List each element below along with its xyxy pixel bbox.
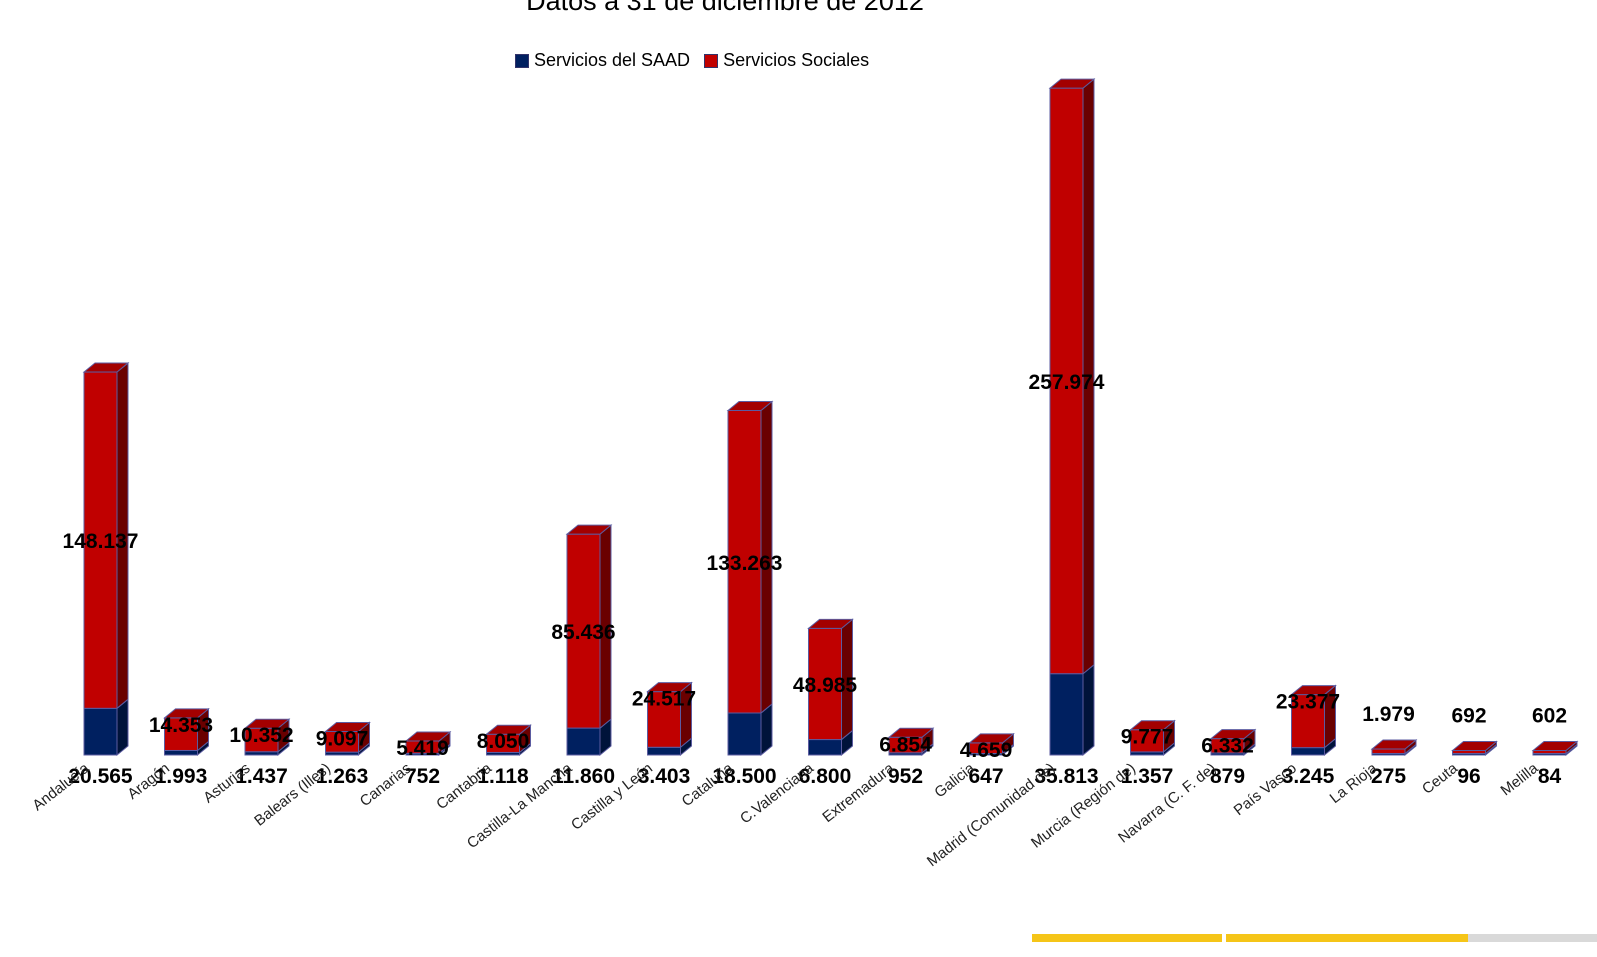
- data-label-servicios-sociales: 10.352: [229, 724, 293, 747]
- bar-top-servicios-sociales: [1209, 729, 1257, 740]
- data-label-saad: 1.993: [155, 765, 208, 788]
- data-label-servicios-sociales: 9.777: [1121, 726, 1174, 749]
- data-label-saad: 20.565: [68, 765, 133, 788]
- bar-servicios-sociales: [164, 717, 198, 751]
- bar-top-servicios-sociales: [404, 731, 452, 742]
- bar-servicios-sociales: [1371, 748, 1406, 755]
- data-label-saad: 879: [1210, 765, 1245, 788]
- data-label-saad: 647: [968, 765, 1003, 788]
- bar-top-servicios-sociales: [1290, 685, 1337, 696]
- data-label-saad: 96: [1457, 765, 1480, 788]
- x-tick-label: Ceuta: [1419, 759, 1462, 797]
- bar-side-saad: [1082, 663, 1095, 757]
- legend-item-servicios-sociales: Servicios Sociales: [704, 50, 869, 71]
- bar-top-servicios-sociales: [887, 727, 935, 738]
- data-label-servicios-sociales: 24.517: [632, 688, 696, 711]
- data-label-saad: 18.500: [712, 765, 776, 788]
- data-label-servicios-sociales: 48.985: [793, 674, 858, 697]
- bar-top-servicios-sociales: [324, 721, 371, 732]
- data-label-servicios-sociales: 692: [1451, 705, 1486, 728]
- data-label-saad: 3.245: [1282, 765, 1335, 788]
- bar-saad: [647, 746, 681, 756]
- data-label-servicios-sociales: 148.137: [63, 530, 139, 553]
- x-tick-label: Melilla: [1497, 759, 1541, 799]
- legend-item-saad: Servicios del SAAD: [515, 50, 690, 71]
- legend-label-saad: Servicios del SAAD: [534, 50, 691, 70]
- data-label-servicios-sociales: 6.854: [879, 733, 932, 756]
- bar-top-servicios-sociales: [485, 724, 532, 735]
- legend-swatch-servicios-sociales: [704, 53, 719, 68]
- data-label-servicios-sociales: 133.263: [707, 552, 783, 575]
- data-label-servicios-sociales: 602: [1532, 705, 1567, 728]
- legend-label-servicios-sociales: Servicios Sociales: [723, 50, 870, 70]
- data-label-saad: 1.263: [316, 765, 369, 788]
- bar-top-servicios-sociales: [1451, 741, 1498, 751]
- bar-top-servicios-sociales: [726, 400, 774, 411]
- bar-saad: [727, 712, 762, 756]
- data-label-servicios-sociales: 85.436: [551, 621, 615, 644]
- bar-top-servicios-sociales: [807, 618, 854, 629]
- bar-top-servicios-sociales: [243, 718, 291, 729]
- bar-saad: [1291, 747, 1325, 756]
- data-label-saad: 752: [405, 765, 440, 788]
- data-label-saad: 11.860: [552, 765, 615, 788]
- bar-servicios-sociales: [566, 533, 601, 729]
- bar-top-servicios-sociales: [1129, 720, 1176, 731]
- data-label-saad: 35.813: [1034, 765, 1098, 788]
- footer-grey-bar: [1468, 934, 1597, 942]
- bar-servicios-sociales: [1291, 694, 1325, 749]
- data-label-servicios-sociales: 4.659: [960, 739, 1013, 762]
- data-label-servicios-sociales: 1.979: [1362, 703, 1415, 726]
- footer-yellow-bar: [1226, 934, 1468, 942]
- data-label-saad: 1.118: [477, 765, 529, 788]
- bar-saad: [83, 707, 118, 756]
- bar-top-servicios-sociales: [1370, 739, 1418, 750]
- bar-top-servicios-sociales: [163, 708, 210, 719]
- bar-saad: [1049, 673, 1084, 756]
- bar-servicios-sociales: [727, 409, 762, 714]
- footer-yellow-bar: [1032, 934, 1222, 942]
- data-label-saad: 84: [1538, 765, 1562, 788]
- data-label-servicios-sociales: 6.332: [1201, 735, 1254, 758]
- data-label-saad: 275: [1371, 765, 1406, 788]
- data-label-servicios-sociales: 5.419: [396, 737, 449, 760]
- data-label-saad: 952: [888, 765, 923, 788]
- legend-swatch-saad: [515, 53, 529, 68]
- data-label-saad: 6.800: [799, 765, 852, 788]
- bar-top-servicios-sociales: [1531, 741, 1579, 751]
- bar-servicios-sociales: [647, 691, 681, 748]
- legend: Servicios del SAAD Servicios Sociales: [515, 50, 883, 71]
- bar-saad: [164, 749, 198, 756]
- bar-top-servicios-sociales: [1048, 78, 1096, 89]
- chart-title: Datos a 31 de diciembre de 2012: [526, 0, 924, 16]
- data-label-saad: 1.357: [1121, 765, 1174, 788]
- bar-top-servicios-sociales: [968, 733, 1015, 744]
- data-label-servicios-sociales: 257.974: [1029, 371, 1105, 394]
- bar-top-servicios-sociales: [565, 524, 613, 535]
- data-label-saad: 1.437: [235, 765, 288, 788]
- data-label-servicios-sociales: 14.353: [149, 714, 213, 737]
- bar-servicios-sociales: [808, 627, 842, 741]
- data-label-servicios-sociales: 9.097: [316, 727, 369, 750]
- bar-saad: [808, 739, 842, 756]
- bar-side-saad: [116, 698, 129, 757]
- data-label-servicios-sociales: 8.050: [477, 730, 530, 753]
- data-label-servicios-sociales: 23.377: [1276, 691, 1340, 714]
- bar-top-servicios-sociales: [82, 362, 130, 373]
- bar-top-servicios-sociales: [646, 682, 693, 693]
- data-label-saad: 3.403: [638, 765, 691, 788]
- bar-servicios-sociales: [1049, 87, 1084, 675]
- bar-saad: [566, 727, 601, 756]
